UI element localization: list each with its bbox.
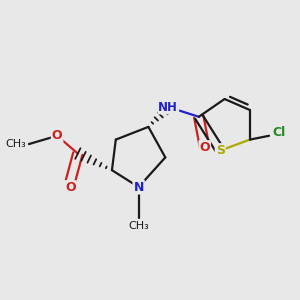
Text: Cl: Cl (272, 126, 285, 139)
Text: S: S (216, 144, 225, 157)
Text: CH₃: CH₃ (128, 220, 149, 231)
Text: CH₃: CH₃ (5, 139, 26, 149)
Text: O: O (200, 141, 210, 154)
Text: NH: NH (158, 100, 178, 113)
Text: N: N (134, 181, 144, 194)
Text: O: O (52, 129, 62, 142)
Text: O: O (65, 181, 76, 194)
